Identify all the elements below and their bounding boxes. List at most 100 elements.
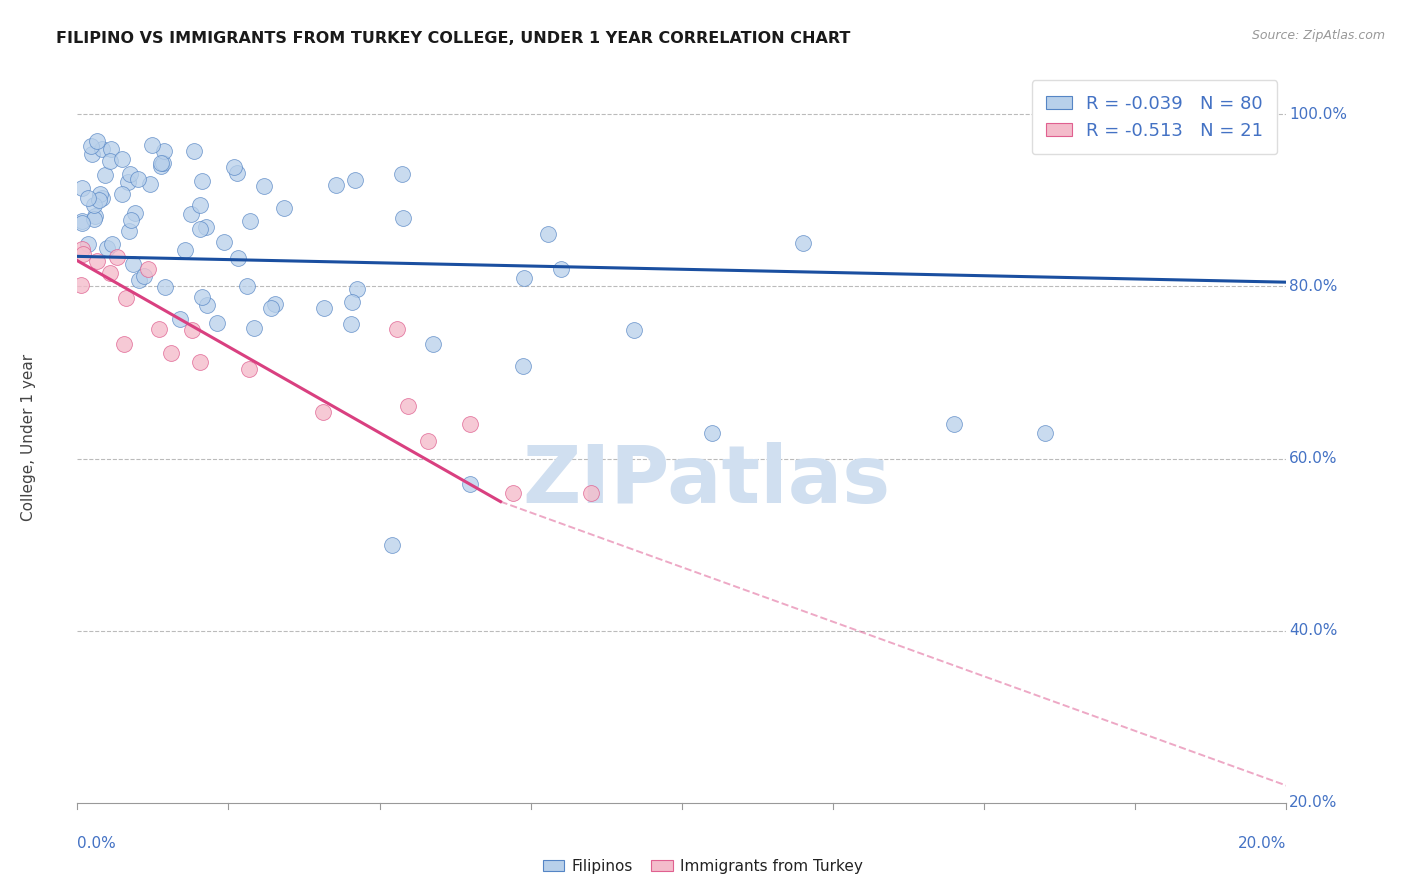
Point	[312, 404, 335, 418]
Point	[512, 359, 534, 374]
Point	[72, 247, 94, 261]
Text: Source: ZipAtlas.com: Source: ZipAtlas.com	[1251, 29, 1385, 42]
Point	[72, 242, 94, 256]
Point	[112, 337, 135, 351]
Point	[537, 227, 560, 241]
Point	[86, 134, 108, 148]
Point	[253, 178, 276, 193]
Point	[98, 266, 121, 280]
Point	[128, 273, 150, 287]
Point	[222, 161, 245, 175]
Point	[127, 171, 149, 186]
Point	[513, 271, 536, 285]
Point	[120, 213, 142, 227]
Point	[98, 153, 121, 168]
Point	[263, 297, 285, 311]
Point	[84, 209, 107, 223]
Point	[150, 156, 173, 170]
Point	[340, 317, 363, 331]
Point	[136, 262, 159, 277]
Point	[94, 169, 117, 183]
Text: FILIPINO VS IMMIGRANTS FROM TURKEY COLLEGE, UNDER 1 YEAR CORRELATION CHART: FILIPINO VS IMMIGRANTS FROM TURKEY COLLE…	[56, 31, 851, 46]
Point	[86, 254, 108, 268]
Point	[195, 298, 218, 312]
Point	[139, 178, 162, 192]
Point	[623, 322, 645, 336]
Point	[273, 201, 295, 215]
Text: 80.0%: 80.0%	[1289, 279, 1337, 294]
Point	[260, 301, 283, 315]
Point	[111, 186, 134, 201]
Point	[83, 198, 105, 212]
Point	[87, 193, 110, 207]
Point	[343, 172, 366, 186]
Point	[122, 257, 145, 271]
Text: College, Under 1 year: College, Under 1 year	[21, 353, 37, 521]
Point	[82, 147, 104, 161]
Point	[174, 243, 197, 257]
Point	[80, 139, 103, 153]
Point	[387, 322, 409, 336]
Text: 40.0%: 40.0%	[1289, 624, 1337, 638]
Point	[76, 236, 98, 251]
Point	[153, 144, 176, 158]
Point	[183, 145, 205, 159]
Point	[153, 280, 176, 294]
Point	[214, 235, 236, 249]
Point	[111, 153, 134, 167]
Point	[391, 167, 413, 181]
Point	[148, 322, 170, 336]
Point	[226, 166, 249, 180]
Point	[70, 181, 93, 195]
Point	[120, 167, 142, 181]
Point	[100, 142, 122, 156]
Point	[502, 486, 524, 500]
Text: 60.0%: 60.0%	[1289, 451, 1337, 467]
Point	[239, 213, 262, 227]
Point	[72, 214, 94, 228]
Point	[226, 252, 249, 266]
Point	[346, 281, 368, 295]
Point	[96, 241, 118, 255]
Legend: R = -0.039   N = 80, R = -0.513   N = 21: R = -0.039 N = 80, R = -0.513 N = 21	[1032, 80, 1278, 154]
Legend: Filipinos, Immigrants from Turkey: Filipinos, Immigrants from Turkey	[537, 853, 869, 880]
Point	[191, 174, 214, 188]
Point	[396, 400, 419, 414]
Point	[188, 198, 211, 212]
Point	[205, 316, 228, 330]
Point	[90, 190, 112, 204]
Point	[141, 137, 163, 152]
Point	[458, 477, 481, 491]
Point	[180, 323, 202, 337]
Point	[190, 290, 212, 304]
Point	[195, 219, 218, 234]
Point	[458, 417, 481, 432]
Point	[89, 187, 111, 202]
Point	[416, 434, 439, 449]
Text: 0.0%: 0.0%	[77, 836, 117, 851]
Point	[243, 321, 266, 335]
Point	[132, 268, 155, 283]
Point	[190, 354, 212, 368]
Point	[190, 221, 212, 235]
Point	[152, 155, 174, 169]
Point	[943, 417, 966, 432]
Point	[702, 425, 724, 440]
Point	[72, 216, 94, 230]
Point	[77, 191, 100, 205]
Point	[392, 211, 415, 225]
Text: 20.0%: 20.0%	[1289, 796, 1337, 810]
Point	[581, 486, 603, 500]
Point	[342, 295, 364, 310]
Point	[117, 175, 139, 189]
Point	[550, 262, 572, 277]
Point	[238, 362, 260, 376]
Point	[124, 206, 146, 220]
Text: ZIPatlas: ZIPatlas	[522, 442, 890, 520]
Point	[235, 279, 257, 293]
Point	[101, 236, 124, 251]
Point	[114, 291, 136, 305]
Point	[325, 178, 347, 193]
Point	[118, 224, 141, 238]
Point	[422, 337, 444, 351]
